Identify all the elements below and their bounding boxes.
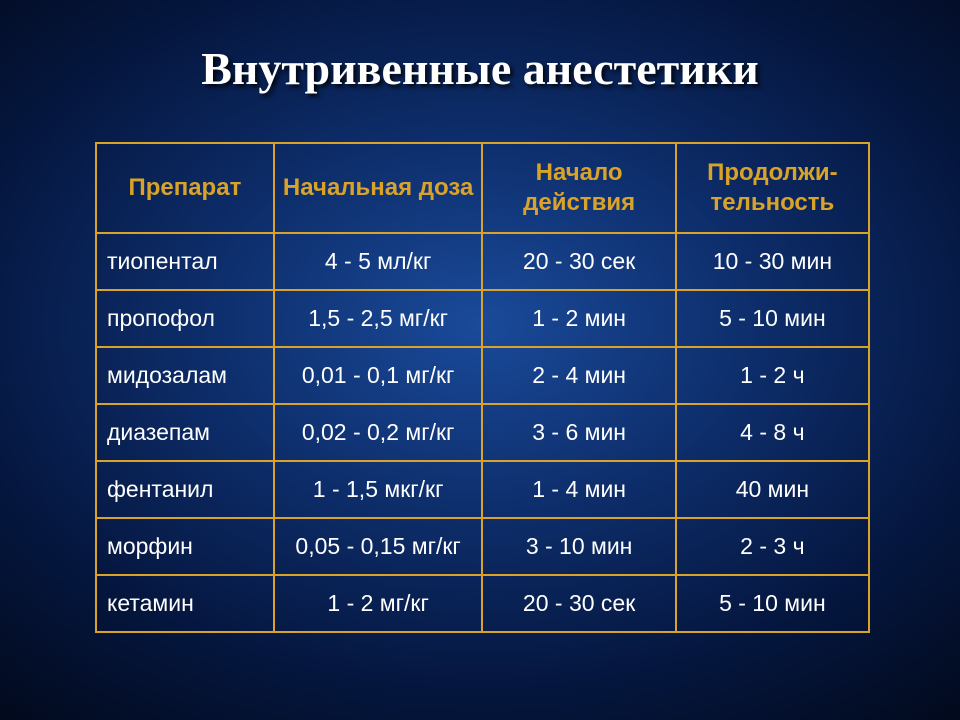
col-header-dose: Начальная доза (274, 143, 483, 233)
cell-duration: 2 - 3 ч (676, 518, 869, 575)
cell-dose: 1 - 2 мг/кг (274, 575, 483, 632)
cell-drug: тиопентал (96, 233, 274, 290)
table-row: мидозалам 0,01 - 0,1 мг/кг 2 - 4 мин 1 -… (96, 347, 869, 404)
table-header-row: Препарат Начальная доза Начало действия … (96, 143, 869, 233)
cell-drug: кетамин (96, 575, 274, 632)
col-header-drug: Препарат (96, 143, 274, 233)
slide-title: Внутривенные анестетики (0, 42, 960, 95)
table-row: фентанил 1 - 1,5 мкг/кг 1 - 4 мин 40 мин (96, 461, 869, 518)
cell-drug: морфин (96, 518, 274, 575)
table-row: кетамин 1 - 2 мг/кг 20 - 30 сек 5 - 10 м… (96, 575, 869, 632)
cell-duration: 5 - 10 мин (676, 575, 869, 632)
anesthetics-table-wrap: Препарат Начальная доза Начало действия … (95, 142, 870, 633)
cell-dose: 1,5 - 2,5 мг/кг (274, 290, 483, 347)
cell-dose: 0,01 - 0,1 мг/кг (274, 347, 483, 404)
cell-dose: 0,02 - 0,2 мг/кг (274, 404, 483, 461)
cell-drug: фентанил (96, 461, 274, 518)
col-header-onset: Начало действия (482, 143, 675, 233)
cell-duration: 10 - 30 мин (676, 233, 869, 290)
cell-onset: 2 - 4 мин (482, 347, 675, 404)
table-row: морфин 0,05 - 0,15 мг/кг 3 - 10 мин 2 - … (96, 518, 869, 575)
slide: Внутривенные анестетики Препарат Начальн… (0, 0, 960, 720)
cell-onset: 1 - 2 мин (482, 290, 675, 347)
anesthetics-table: Препарат Начальная доза Начало действия … (95, 142, 870, 633)
cell-onset: 3 - 10 мин (482, 518, 675, 575)
col-header-duration: Продолжи-тельность (676, 143, 869, 233)
cell-onset: 3 - 6 мин (482, 404, 675, 461)
cell-onset: 20 - 30 сек (482, 233, 675, 290)
table-row: пропофол 1,5 - 2,5 мг/кг 1 - 2 мин 5 - 1… (96, 290, 869, 347)
cell-onset: 20 - 30 сек (482, 575, 675, 632)
cell-drug: мидозалам (96, 347, 274, 404)
table-row: тиопентал 4 - 5 мл/кг 20 - 30 сек 10 - 3… (96, 233, 869, 290)
cell-drug: диазепам (96, 404, 274, 461)
table-body: тиопентал 4 - 5 мл/кг 20 - 30 сек 10 - 3… (96, 233, 869, 632)
cell-duration: 5 - 10 мин (676, 290, 869, 347)
cell-dose: 0,05 - 0,15 мг/кг (274, 518, 483, 575)
cell-dose: 4 - 5 мл/кг (274, 233, 483, 290)
cell-drug: пропофол (96, 290, 274, 347)
cell-duration: 40 мин (676, 461, 869, 518)
table-row: диазепам 0,02 - 0,2 мг/кг 3 - 6 мин 4 - … (96, 404, 869, 461)
cell-duration: 4 - 8 ч (676, 404, 869, 461)
cell-duration: 1 - 2 ч (676, 347, 869, 404)
cell-dose: 1 - 1,5 мкг/кг (274, 461, 483, 518)
cell-onset: 1 - 4 мин (482, 461, 675, 518)
